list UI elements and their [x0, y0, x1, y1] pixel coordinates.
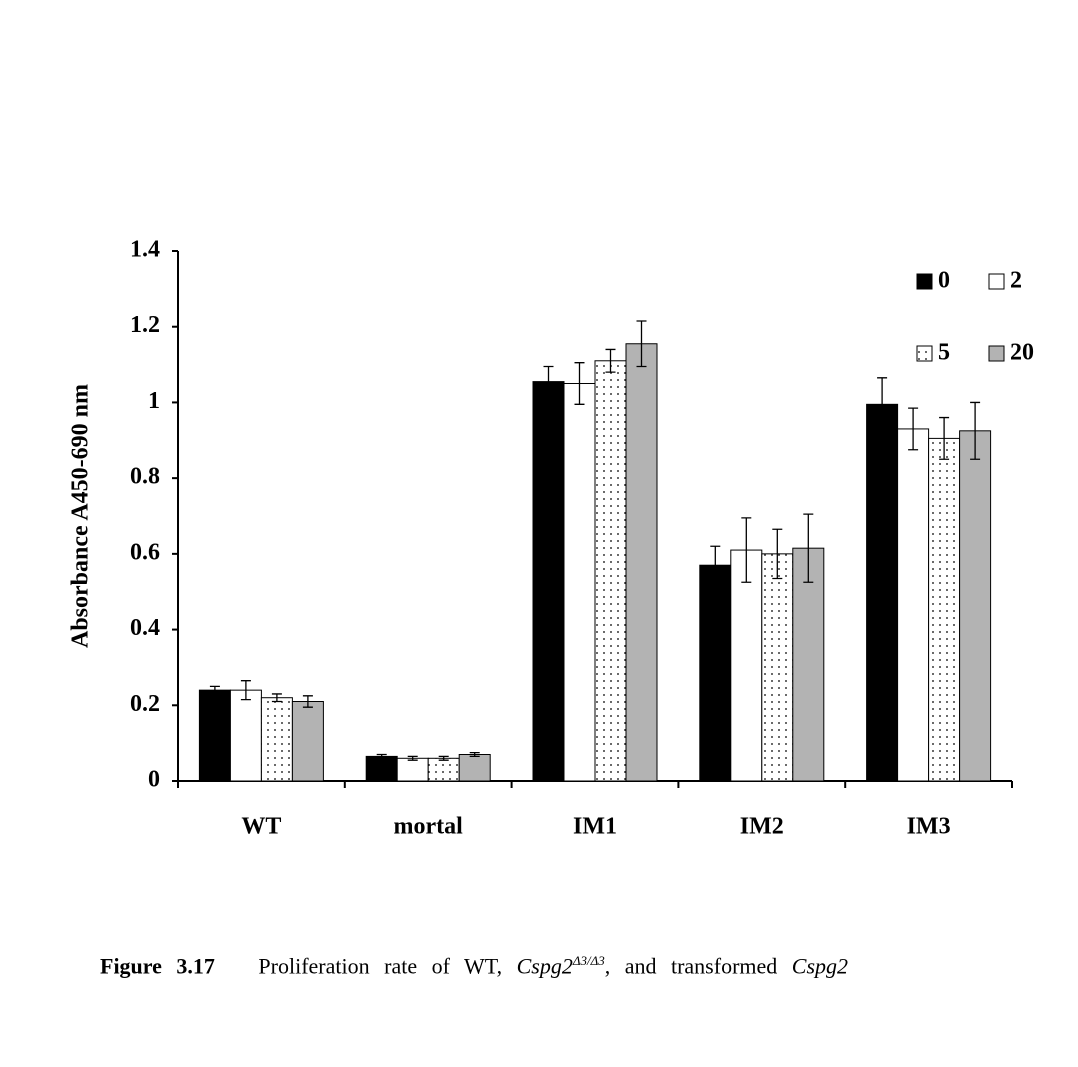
bar	[793, 548, 824, 781]
bar	[428, 758, 459, 781]
bar	[929, 438, 960, 781]
bar	[292, 702, 323, 782]
y-tick-label: 1.2	[130, 312, 160, 338]
y-tick-label: 0.8	[130, 464, 160, 490]
bar	[199, 690, 230, 781]
bar	[533, 382, 564, 781]
legend-label: 0	[938, 268, 950, 294]
y-tick-label: 0	[148, 767, 160, 793]
legend-label: 20	[1010, 340, 1034, 366]
y-tick-label: 0.4	[130, 615, 160, 641]
x-tick-label: mortal	[394, 814, 464, 840]
figure-label: Figure 3.17	[100, 953, 215, 978]
bar	[459, 755, 490, 782]
x-tick-label: IM2	[740, 814, 784, 840]
x-tick-label: IM3	[907, 814, 951, 840]
caption-text: Cspg2	[792, 953, 848, 978]
y-tick-label: 0.2	[130, 691, 160, 717]
bar	[898, 429, 929, 781]
x-tick-label: IM1	[573, 814, 617, 840]
bar	[366, 756, 397, 781]
legend-label: 5	[938, 340, 950, 366]
legend-swatch	[917, 274, 932, 289]
bar	[397, 758, 428, 781]
bar	[261, 698, 292, 781]
bar	[564, 384, 595, 782]
legend-swatch	[917, 346, 932, 361]
y-axis-label: Absorbance A450-690 nm	[68, 384, 94, 648]
bar	[762, 554, 793, 781]
legend-swatch	[989, 346, 1004, 361]
bar	[595, 361, 626, 781]
chart: Absorbance A450-690 nm 0 0.2 0.4 0.6 0.8 1 1.2…	[0, 0, 1078, 940]
bar	[867, 404, 898, 781]
legend-swatch	[989, 274, 1004, 289]
bar	[626, 344, 657, 781]
y-tick-label: 0.6	[130, 539, 160, 565]
caption-text: , and transformed	[605, 953, 778, 978]
caption-text: Cspg2	[517, 953, 573, 978]
legend-label: 2	[1010, 268, 1022, 294]
bar	[731, 550, 762, 781]
y-tick-label: 1.4	[130, 237, 160, 263]
bar	[960, 431, 991, 781]
x-tick-label: WT	[241, 814, 281, 840]
caption-text: Δ3/Δ3	[573, 953, 605, 968]
y-tick-label: 1	[148, 388, 160, 414]
caption: Figure 3.17 Proliferation rate of WT, Cs…	[100, 953, 848, 979]
caption-text: Proliferation rate of WT,	[258, 953, 502, 978]
page: Absorbance A450-690 nm 0 0.2 0.4 0.6 0.8 1 1.2…	[0, 0, 1078, 1067]
bar	[230, 690, 261, 781]
bar	[700, 565, 731, 781]
